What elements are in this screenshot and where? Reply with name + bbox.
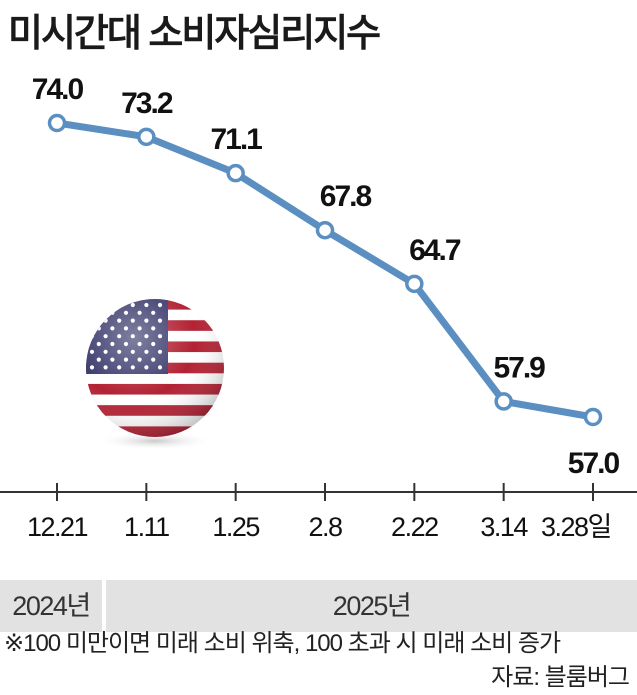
data-label: 74.0 (32, 73, 84, 106)
line-chart: 74.0 73.2 71.1 67.8 64.7 57.9 57.0 12.21 1.11 1.… (0, 73, 637, 542)
chart-title: 미시간대 소비자심리지수 (8, 13, 381, 55)
source-note: 자료: 블룸버그 (491, 664, 630, 691)
data-point (47, 113, 67, 133)
data-label: 73.2 (121, 87, 173, 120)
data-point (405, 274, 424, 294)
us-flag-icon (86, 299, 224, 450)
data-label: 57.0 (568, 447, 620, 480)
x-tick-label: 2.8 (308, 512, 342, 542)
x-tick-label: 3.28일 (541, 512, 611, 542)
data-point (494, 392, 513, 411)
x-tick-label: 12.21 (27, 512, 88, 542)
x-tick-label: 1.11 (124, 512, 169, 542)
data-label: 64.7 (409, 234, 461, 267)
x-tick-label: 1.25 (212, 512, 259, 542)
data-point (226, 163, 245, 183)
data-label: 71.1 (210, 123, 262, 156)
data-point (315, 220, 335, 240)
data-point (137, 127, 156, 147)
data-label: 57.9 (493, 351, 545, 384)
year-band: 2024년 2025년 (0, 580, 637, 632)
x-tick-label: 3.14 (480, 512, 528, 542)
x-tick-label: 2.22 (391, 512, 438, 542)
data-label: 67.8 (320, 180, 372, 213)
year-label-2024: 2024년 (0, 580, 102, 632)
footnote: ※100 미만이면 미래 소비 위축, 100 초과 시 미래 소비 증가 (4, 630, 561, 657)
data-point (583, 407, 603, 427)
year-label-2025: 2025년 (106, 580, 637, 632)
